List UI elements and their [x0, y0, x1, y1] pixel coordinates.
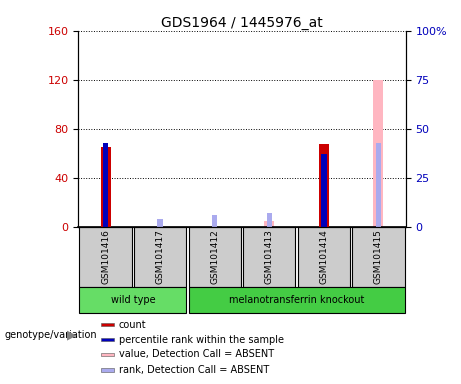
- Text: GSM101416: GSM101416: [101, 229, 110, 284]
- Text: GSM101413: GSM101413: [265, 229, 274, 284]
- Bar: [101, 147, 111, 227]
- Bar: [101, 323, 114, 326]
- Bar: [352, 227, 405, 286]
- Bar: [101, 353, 114, 356]
- Bar: [189, 286, 405, 313]
- Text: percentile rank within the sample: percentile rank within the sample: [119, 335, 284, 345]
- Title: GDS1964 / 1445976_at: GDS1964 / 1445976_at: [161, 16, 323, 30]
- Bar: [376, 142, 381, 227]
- Bar: [266, 213, 272, 227]
- Text: ▶: ▶: [67, 328, 76, 341]
- Bar: [243, 227, 296, 286]
- Bar: [212, 215, 218, 227]
- Bar: [158, 219, 163, 227]
- Text: count: count: [119, 319, 147, 329]
- Bar: [298, 227, 350, 286]
- Text: rank, Detection Call = ABSENT: rank, Detection Call = ABSENT: [119, 365, 269, 375]
- Bar: [79, 286, 186, 313]
- Text: GSM101417: GSM101417: [156, 229, 165, 284]
- Text: GSM101412: GSM101412: [210, 229, 219, 284]
- Bar: [321, 154, 326, 227]
- Bar: [319, 144, 329, 227]
- Text: melanotransferrin knockout: melanotransferrin knockout: [229, 295, 364, 305]
- Text: genotype/variation: genotype/variation: [5, 330, 97, 340]
- Text: GSM101414: GSM101414: [319, 229, 328, 284]
- Bar: [101, 338, 114, 341]
- Bar: [373, 80, 383, 227]
- Bar: [265, 221, 274, 227]
- Bar: [134, 227, 186, 286]
- Bar: [189, 227, 241, 286]
- Text: value, Detection Call = ABSENT: value, Detection Call = ABSENT: [119, 349, 274, 359]
- Bar: [101, 368, 114, 372]
- Text: wild type: wild type: [111, 295, 155, 305]
- Bar: [79, 227, 132, 286]
- Text: GSM101415: GSM101415: [374, 229, 383, 284]
- Bar: [103, 142, 108, 227]
